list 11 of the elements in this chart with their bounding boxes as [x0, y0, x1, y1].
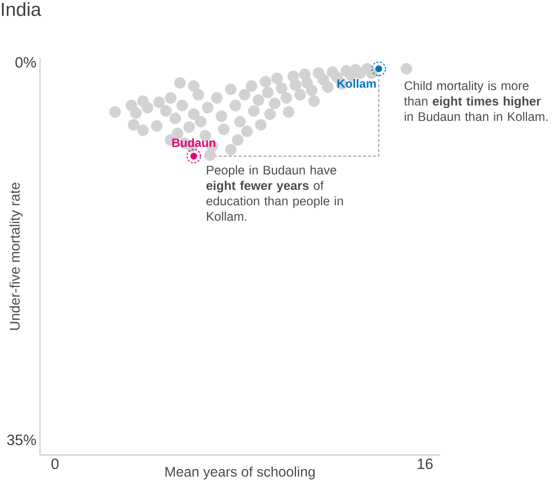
series-label: Budaun — [172, 138, 216, 147]
annotation: Child mortality is more than eight times higher in Budaun than in Kollam. — [404, 80, 548, 122]
y-tick-label: 0% — [15, 57, 36, 68]
chart-title: India — [2, 2, 42, 16]
y-axis-title: Under-five mortality rate — [10, 182, 23, 330]
x-tick-label: 0 — [51, 458, 59, 470]
series-label: Kollam — [337, 78, 376, 88]
y-tick-label: 35% — [7, 434, 36, 446]
x-axis-title: Mean years of schooling — [166, 466, 315, 480]
annotation: People in Budaun have eight fewer years of education than people in Kollam. — [206, 165, 343, 221]
x-tick-label: 16 — [418, 458, 433, 470]
